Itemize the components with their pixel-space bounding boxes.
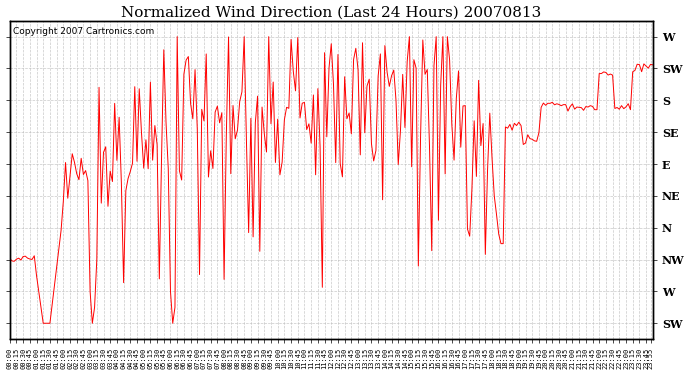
Text: Copyright 2007 Cartronics.com: Copyright 2007 Cartronics.com	[13, 27, 154, 36]
Title: Normalized Wind Direction (Last 24 Hours) 20070813: Normalized Wind Direction (Last 24 Hours…	[121, 6, 542, 20]
